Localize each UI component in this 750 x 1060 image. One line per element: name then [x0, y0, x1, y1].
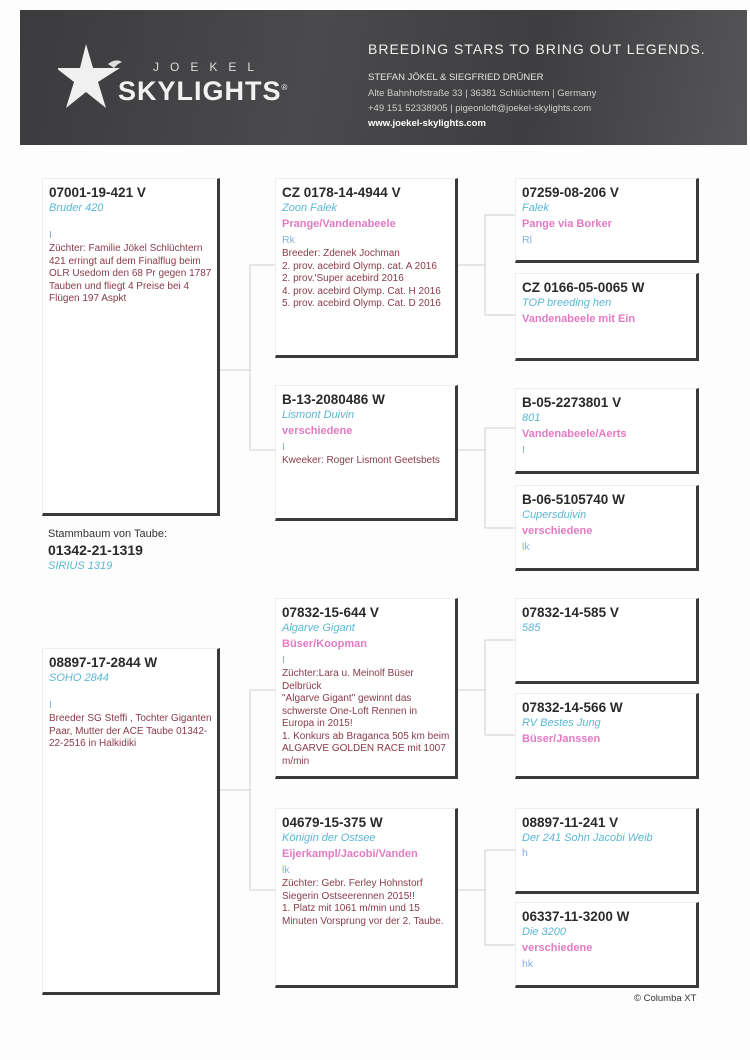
strain: verschiedene: [282, 425, 353, 437]
notes: Breeder SG Steffi , Tochter Giganten Paa…: [49, 713, 212, 749]
strain: Eijerkampl/Jacobi/Vanden: [282, 848, 418, 860]
dam-card[interactable]: 08897-17-2844 W SOHO 2844 I Breeder SG S…: [42, 648, 220, 995]
pigeon-name: Königin der Ostsee: [282, 832, 376, 844]
color-code: lk: [282, 864, 290, 876]
ring-number: 06337-11-3200 W: [522, 909, 630, 924]
pigeon-name: Die 3200: [522, 926, 567, 938]
strain: Büser/Koopman: [282, 638, 367, 650]
dam-sire-card[interactable]: 07832-15-644 V Algarve Gigant Büser/Koop…: [275, 598, 458, 779]
subject-name: SIRIUS 1319: [48, 560, 113, 572]
color-code: hk: [522, 958, 534, 970]
owners: STEFAN JÖKEL & SIEGFRIED DRÜNER: [368, 72, 544, 83]
ring-number: 07832-14-566 W: [522, 700, 623, 715]
ring-number: B-13-2080486 W: [282, 392, 385, 407]
color-code: I: [49, 229, 52, 241]
ring-number: 08897-11-241 V: [522, 815, 619, 830]
color-code: I: [282, 441, 285, 453]
pigeon-name: RV Bestes Jung: [522, 717, 601, 729]
notes: Züchter:Lara u. Meinolf Büser Delbrück "…: [282, 668, 450, 767]
strain: Prange/Vandenabeele: [282, 218, 396, 230]
pigeon-name: Cupersduivin: [522, 509, 587, 521]
strain: Pange via Borker: [522, 218, 612, 230]
strain: verschiedene: [522, 942, 593, 954]
sss-card[interactable]: 07259-08-206 V Falek Pange via Borker Rl: [515, 178, 699, 263]
ring-number: CZ 0166-05-0065 W: [522, 280, 645, 295]
logo-text: SKYLIGHTS: [118, 76, 282, 106]
color-code: I: [282, 654, 285, 666]
color-code: I: [49, 699, 52, 711]
ring-number: 04679-15-375 W: [282, 815, 383, 830]
ssd-card[interactable]: CZ 0166-05-0065 W TOP breeding hen Vande…: [515, 273, 699, 361]
color-code: Rl: [522, 234, 532, 246]
color-code: [522, 328, 692, 343]
contact: +49 151 52338905 | pigeonloft@joekel-sky…: [368, 103, 592, 114]
color-code: lk: [522, 541, 530, 553]
strain: Vandenabeele mit Ein: [522, 313, 636, 325]
ddd-card[interactable]: 06337-11-3200 W Die 3200 verschiedene hk: [515, 902, 699, 988]
notes: Züchter: Familie Jökel Schlüchtern 421 e…: [49, 243, 212, 304]
address: Alte Bahnhofstraße 33 | 36381 Schlüchter…: [368, 88, 597, 99]
pigeon-name: Bruder 420: [49, 202, 104, 214]
logo: JOEKEL SKYLIGHTS®: [58, 42, 287, 112]
pigeon-name: Algarve Gigant: [282, 622, 355, 634]
logo-subtitle: JOEKEL: [153, 60, 266, 74]
strain: Büser/Janssen: [522, 733, 601, 745]
pigeon-name: Falek: [522, 202, 549, 214]
footer-credit: © Columba XT: [634, 993, 697, 1004]
notes: Züchter: Gebr. Ferley Hohnstorf Siegerin…: [282, 878, 444, 927]
subject-ring: 01342-21-1319: [48, 542, 143, 558]
tagline: BREEDING STARS TO BRING OUT LEGENDS.: [368, 41, 706, 57]
registered-mark: ®: [281, 83, 289, 92]
pigeon-name: 801: [522, 412, 541, 424]
sdd-card[interactable]: B-06-5105740 W Cupersduivin verschiedene…: [515, 485, 699, 571]
dds-card[interactable]: 08897-11-241 V Der 241 Sohn Jacobi Weib …: [515, 808, 699, 894]
color-code: [522, 748, 692, 763]
ring-number: B-06-5105740 W: [522, 492, 625, 507]
ring-number: 07832-15-644 V: [282, 605, 379, 620]
ring-number: CZ 0178-14-4944 V: [282, 185, 401, 200]
pigeon-name: SOHO 2844: [49, 672, 109, 684]
subject-pigeon: Stammbaum von Taube: 01342-21-1319 SIRIU…: [48, 528, 167, 574]
dsd-card[interactable]: 07832-14-566 W RV Bestes Jung Büser/Jans…: [515, 693, 699, 779]
color-code: [522, 636, 692, 651]
star-logo-icon: [58, 44, 122, 108]
pigeon-name: 585: [522, 622, 541, 634]
ring-number: 07001-19-421 V: [49, 185, 146, 200]
dss-card[interactable]: 07832-14-585 V 585: [515, 598, 699, 684]
color-code: h: [522, 847, 528, 859]
color-code: Rk: [282, 234, 295, 246]
logo-title: SKYLIGHTS®: [118, 76, 288, 107]
sds-card[interactable]: B-05-2273801 V 801 Vandenabeele/Aerts I: [515, 388, 699, 474]
website-link[interactable]: www.joekel-skylights.com: [368, 118, 486, 129]
strain: Vandenabeele/Aerts: [522, 428, 627, 440]
ring-number: 07259-08-206 V: [522, 185, 619, 200]
dam-dam-card[interactable]: 04679-15-375 W Königin der Ostsee Eijerk…: [275, 808, 458, 988]
ring-number: B-05-2273801 V: [522, 395, 622, 410]
ring-number: 07832-14-585 V: [522, 605, 619, 620]
strain: verschiedene: [522, 525, 593, 537]
subject-label: Stammbaum von Taube:: [48, 528, 168, 540]
notes: Breeder: Zdenek Jochman 2. prov. acebird…: [282, 248, 441, 309]
header-banner: JOEKEL SKYLIGHTS® BREEDING STARS TO BRIN…: [20, 10, 747, 145]
pigeon-name: TOP breeding hen: [522, 297, 612, 309]
pigeon-name: Zoon Falek: [282, 202, 338, 214]
pigeon-name: Lismont Duivin: [282, 409, 355, 421]
notes: Kweeker: Roger Lismont Geetsbets: [282, 455, 440, 466]
sire-sire-card[interactable]: CZ 0178-14-4944 V Zoon Falek Prange/Vand…: [275, 178, 458, 358]
pigeon-name: Der 241 Sohn Jacobi Weib: [522, 832, 653, 844]
sire-card[interactable]: 07001-19-421 V Bruder 420 I Züchter: Fam…: [42, 178, 220, 516]
sire-dam-card[interactable]: B-13-2080486 W Lismont Duivin verschiede…: [275, 385, 458, 521]
color-code: I: [522, 444, 525, 456]
ring-number: 08897-17-2844 W: [49, 655, 158, 670]
